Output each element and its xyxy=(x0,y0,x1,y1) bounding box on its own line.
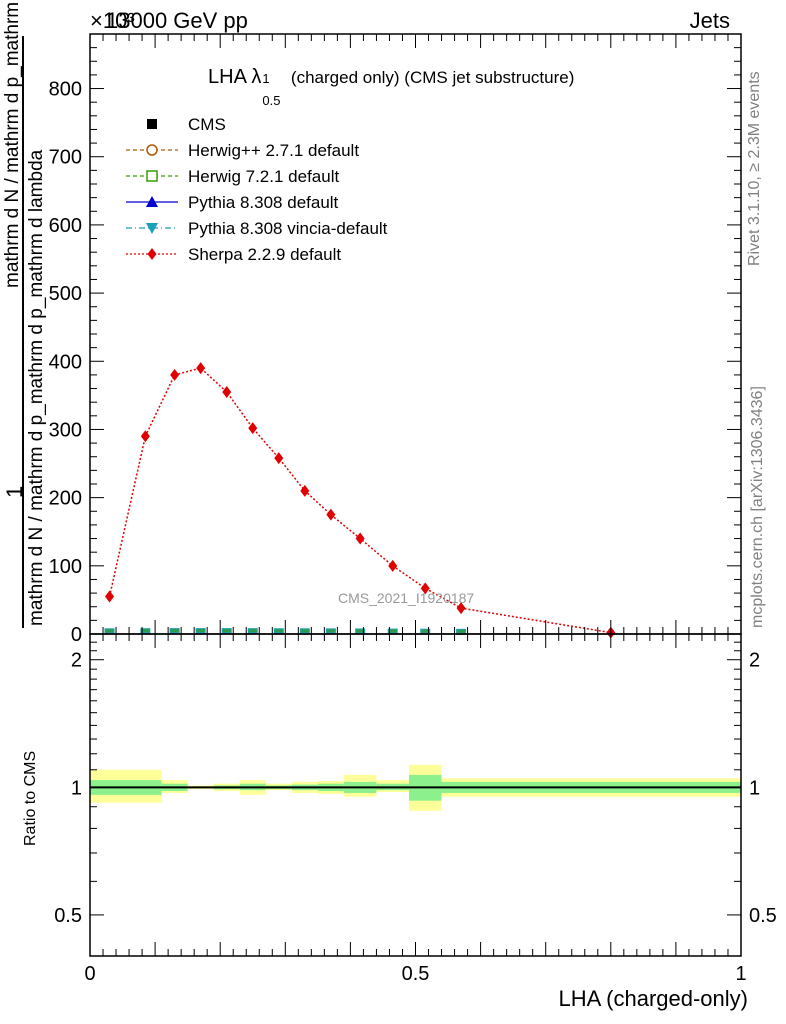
sherpa-point xyxy=(140,430,150,443)
main-y-tick-label: 500 xyxy=(49,283,82,305)
main-y-tick-label: 700 xyxy=(49,147,82,169)
x-tick-label: 0.5 xyxy=(402,963,430,985)
collision-label: 13000 GeV pp xyxy=(106,8,248,33)
x-tick-label: 0 xyxy=(84,963,95,985)
rivet-version-label: Rivet 3.1.10, ≥ 2.3M events xyxy=(746,71,763,266)
y-axis-title-top: 1 xyxy=(2,485,27,498)
legend-label: CMS xyxy=(188,115,226,134)
main-series-layer xyxy=(104,362,616,639)
mc-overlap-marker xyxy=(248,629,257,633)
legend: CMS Herwig++ 2.7.1 default Herwig 7.2.1 de… xyxy=(126,115,388,264)
x-axis-title: LHA (charged-only) xyxy=(558,986,748,1011)
mc-overlap-marker xyxy=(222,629,231,633)
main-y-tick-label: 100 xyxy=(49,556,82,578)
mc-overlap-marker xyxy=(388,629,397,633)
ratio-bands-layer xyxy=(90,764,741,811)
sherpa-point xyxy=(388,559,398,572)
y-axis-fraction-bar xyxy=(22,36,24,628)
sherpa-point xyxy=(248,422,258,435)
legend-label: Sherpa 2.2.9 default xyxy=(188,245,341,264)
legend-marker-diamond xyxy=(147,248,157,260)
sherpa-point xyxy=(456,602,466,615)
ratio-y-tick-label-right: 2 xyxy=(749,650,760,672)
mc-overlap-marker xyxy=(274,629,283,633)
y-axis-title-numerator: mathrm d N / mathrm d p_mathrm d lambda xyxy=(2,0,23,288)
analysis-watermark: CMS_2021_I1920187 xyxy=(338,590,475,606)
legend-label: Pythia 8.308 vincia-default xyxy=(188,219,388,238)
mc-overlap-marker xyxy=(105,629,114,633)
main-y-tick-label: 200 xyxy=(49,488,82,510)
title-rest: (charged only) (CMS jet substructure) xyxy=(290,68,575,87)
main-y-tick-label: 600 xyxy=(49,215,82,237)
ratio-y-tick-label: 0.5 xyxy=(54,905,82,927)
sherpa-point xyxy=(355,532,365,545)
mc-overlap-marker xyxy=(170,629,179,633)
x-tick-label: 1 xyxy=(735,963,746,985)
main-y-tick-label: 400 xyxy=(49,351,82,373)
legend-marker-triangle-up xyxy=(146,196,158,207)
legend-label: Herwig++ 2.7.1 default xyxy=(188,141,359,160)
sherpa-point xyxy=(170,368,180,381)
title-sub: 0.5 xyxy=(262,93,281,108)
sherpa-point xyxy=(196,362,206,375)
sherpa-point xyxy=(222,385,232,398)
legend-marker-triangle-down xyxy=(146,223,158,234)
sherpa-point xyxy=(105,590,115,603)
sherpa-point xyxy=(420,582,430,595)
legend-marker-circle xyxy=(146,144,158,156)
legend-label: Herwig 7.2.1 default xyxy=(188,167,339,186)
mc-overlap-marker xyxy=(457,629,466,633)
process-label: Jets xyxy=(689,8,730,33)
exponent-label: ×10³ xyxy=(90,8,135,33)
mc-overlap-marker xyxy=(356,629,365,633)
ticks-layer: 0 100 200 300 400 500 600 700 800 0 0.5 1 0.5 0.5 1 1 2 2 xyxy=(49,33,777,985)
mcplots-label: mcplots.cern.ch [arXiv:1306.3436] xyxy=(749,386,766,628)
plot-title: LHA λ 1 0.5 (charged only) (CMS jet substr… xyxy=(208,66,575,108)
ratio-y-tick-label-right: 1 xyxy=(749,777,760,799)
ratio-y-axis-title: Ratio to CMS xyxy=(22,750,39,846)
ratio-y-tick-label: 1 xyxy=(71,777,82,799)
main-y-tick-label: 0 xyxy=(71,624,82,646)
ratio-y-tick-label-right: 0.5 xyxy=(749,905,777,927)
legend-marker-square xyxy=(147,119,157,129)
mc-overlap-marker xyxy=(196,629,205,633)
title-main: LHA λ xyxy=(208,66,262,88)
sherpa-line xyxy=(108,367,611,634)
y-axis-title-denominator: mathrm d N / mathrm d p_mathrm d p_mathr… xyxy=(26,149,47,626)
title-sup: 1 xyxy=(262,71,270,86)
sherpa-point xyxy=(274,452,284,465)
mc-overlap-marker xyxy=(141,629,150,633)
mc-overlap-marker xyxy=(300,629,309,633)
legend-label: Pythia 8.308 default xyxy=(188,193,339,212)
mc-overlap-marker xyxy=(421,629,430,633)
sherpa-point xyxy=(326,508,336,521)
main-y-tick-label: 800 xyxy=(49,79,82,101)
mc-overlap-marker xyxy=(326,629,335,633)
main-y-tick-label: 300 xyxy=(49,419,82,441)
legend-marker-open-square xyxy=(146,170,158,182)
ratio-y-tick-label: 2 xyxy=(71,650,82,672)
sherpa-point xyxy=(300,484,310,497)
